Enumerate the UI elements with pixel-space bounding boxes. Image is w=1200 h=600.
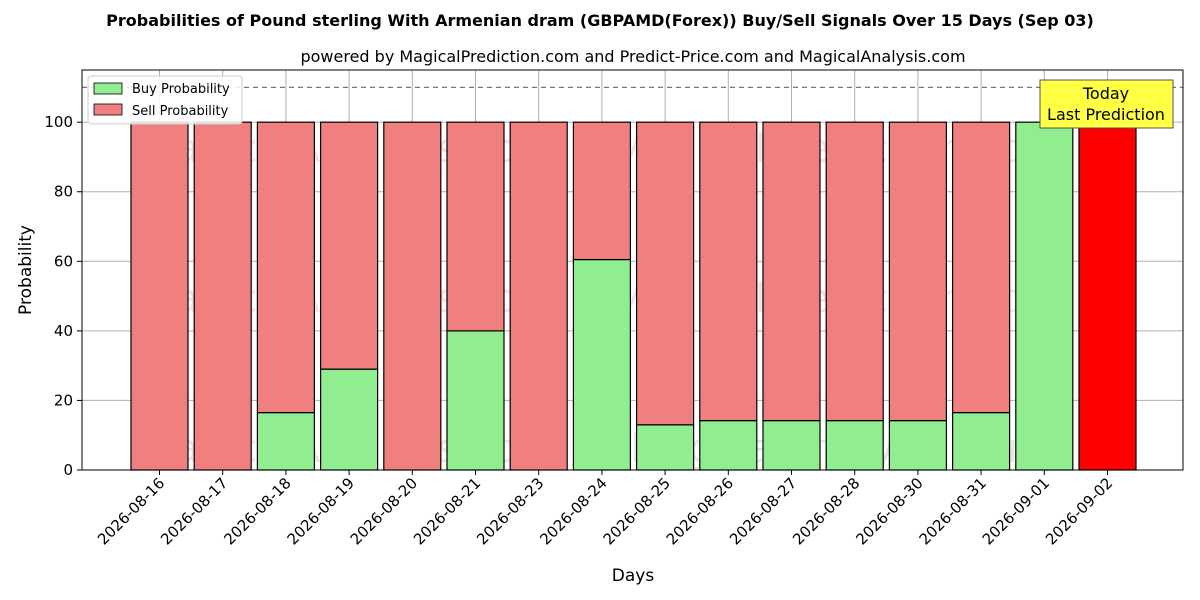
bar-buy xyxy=(825,420,884,471)
x-tick-label: 2026-08-20 xyxy=(347,474,421,548)
y-tick-label: 80 xyxy=(54,183,73,201)
today-annotation: Today Last Prediction xyxy=(1039,79,1174,129)
x-axis-label: Days xyxy=(612,566,655,586)
x-tick-label: 2026-08-18 xyxy=(220,474,294,548)
x-tick-label: 2026-09-02 xyxy=(1042,474,1116,548)
bar-sell xyxy=(635,121,695,426)
bar-sell xyxy=(256,121,315,414)
chart-title: Probabilities of Pound sterling With Arm… xyxy=(106,11,1094,30)
legend-swatch-sell xyxy=(93,103,123,116)
x-tick-label: 2026-08-27 xyxy=(726,474,800,548)
x-tick-label: 2026-08-30 xyxy=(852,474,926,548)
today-annotation-line2: Last Prediction xyxy=(1047,105,1165,124)
y-axis: 0 20 40 60 80 100 xyxy=(44,113,82,479)
bar-buy xyxy=(1015,121,1074,471)
legend-swatch-buy xyxy=(93,82,123,95)
x-axis: 2026-08-162026-08-172026-08-182026-08-19… xyxy=(94,470,1116,548)
bar-buy xyxy=(699,420,758,471)
x-tick-label: 2026-09-01 xyxy=(979,474,1053,548)
chart-subtitle: powered by MagicalPrediction.com and Pre… xyxy=(300,47,965,66)
x-tick-label: 2026-08-21 xyxy=(410,474,484,548)
x-tick-label: 2026-08-16 xyxy=(94,474,168,548)
bars xyxy=(130,121,1137,471)
y-tick-label: 60 xyxy=(54,252,73,270)
bar-sell xyxy=(130,121,189,471)
x-tick-label: 2026-08-23 xyxy=(473,474,547,548)
x-tick-label: 2026-08-25 xyxy=(600,474,674,548)
y-tick-label: 100 xyxy=(44,113,73,131)
plot-frame xyxy=(81,69,1184,471)
x-tick-label: 2026-08-24 xyxy=(536,474,610,548)
bar-sell xyxy=(193,121,252,471)
y-tick-label: 40 xyxy=(54,322,73,340)
bar-sell xyxy=(699,121,758,422)
bar-sell xyxy=(888,121,948,422)
x-tick-label: 2026-08-31 xyxy=(916,474,990,548)
bar-buy xyxy=(446,330,505,471)
legend-label-buy: Buy Probability xyxy=(132,82,230,97)
bar-sell xyxy=(383,121,442,471)
y-tick-label: 0 xyxy=(63,461,73,479)
bar-buy xyxy=(572,258,632,471)
legend-label-sell: Sell Probability xyxy=(132,104,229,119)
bar-sell xyxy=(446,121,505,332)
x-tick-label: 2026-08-17 xyxy=(157,474,231,548)
bar-buy xyxy=(762,420,821,471)
bar-sell xyxy=(509,121,568,471)
bar-buy xyxy=(888,420,948,471)
x-tick-label: 2026-08-28 xyxy=(789,474,863,548)
y-axis-label: Probability xyxy=(16,225,36,315)
bar-sell xyxy=(762,121,821,422)
legend-box xyxy=(87,75,243,125)
y-tick-label: 20 xyxy=(54,391,73,409)
bar-buy xyxy=(635,424,695,471)
bar-sell xyxy=(825,121,884,422)
x-tick-label: 2026-08-26 xyxy=(663,474,737,548)
bar-buy xyxy=(951,412,1011,471)
bar-sell xyxy=(572,121,632,261)
bar-buy xyxy=(256,412,315,471)
bar-sell xyxy=(951,121,1011,414)
bar-sell xyxy=(320,121,379,370)
bar-buy xyxy=(320,368,379,471)
today-annotation-box xyxy=(1039,79,1174,129)
bar-sell xyxy=(1078,121,1137,471)
legend: Buy Probability Sell Probability xyxy=(87,75,243,125)
x-tick-label: 2026-08-19 xyxy=(284,474,358,548)
today-annotation-line1: Today xyxy=(1082,84,1129,103)
